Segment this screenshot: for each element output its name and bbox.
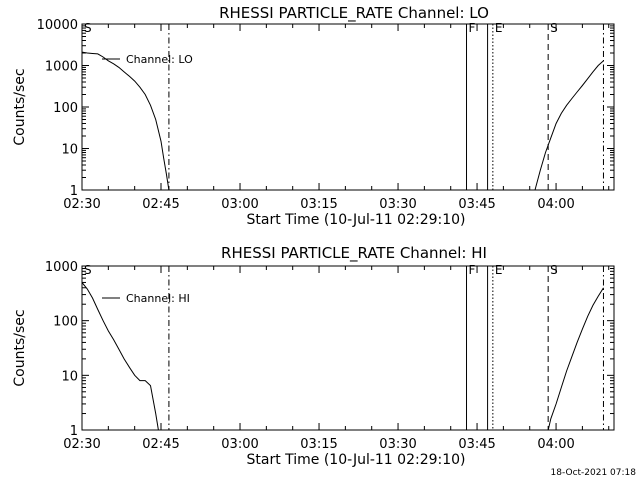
x-tick-label: 02:30 bbox=[63, 197, 100, 212]
y-axis-label: Counts/sec bbox=[12, 309, 28, 386]
footer-timestamp: 18-Oct-2021 07:18 bbox=[550, 468, 636, 478]
x-axis-label: Start Time (10-Jul-11 02:29:10) bbox=[246, 212, 465, 228]
chart-title: RHESSI PARTICLE_RATE Channel: HI bbox=[221, 244, 487, 263]
y-tick-label: 100 bbox=[53, 101, 78, 116]
plot-frame bbox=[81, 23, 615, 191]
series-line bbox=[547, 287, 604, 431]
x-tick-label: 03:45 bbox=[458, 437, 495, 452]
x-tick-label: 02:45 bbox=[142, 437, 179, 452]
plot-frame bbox=[81, 265, 615, 431]
x-axis-label: Start Time (10-Jul-11 02:29:10) bbox=[246, 452, 465, 468]
event-marker-label: S bbox=[84, 21, 92, 35]
x-tick-label: 03:45 bbox=[458, 197, 495, 212]
series-line bbox=[81, 51, 170, 191]
event-marker-label: E bbox=[495, 263, 503, 277]
event-marker-label: S bbox=[84, 263, 92, 277]
event-marker-label: S bbox=[550, 21, 558, 35]
x-tick-label: 02:30 bbox=[63, 437, 100, 452]
series-line bbox=[534, 60, 604, 191]
event-marker-label: E bbox=[495, 21, 503, 35]
x-tick-label: 04:00 bbox=[537, 197, 574, 212]
legend-label: Channel: HI bbox=[126, 292, 190, 305]
y-tick-label: 1 bbox=[70, 184, 78, 199]
y-tick-label: 100 bbox=[53, 315, 78, 330]
y-tick-label: 10 bbox=[61, 143, 78, 158]
x-tick-label: 03:00 bbox=[221, 437, 258, 452]
y-axis-label: Counts/sec bbox=[12, 68, 28, 145]
chart-panel-1: RHESSI PARTICLE_RATE Channel: LO 02:30 02:… bbox=[12, 4, 615, 228]
event-marker-label: S bbox=[550, 263, 558, 277]
x-tick-label: 03:15 bbox=[300, 197, 337, 212]
y-tick-label: 1000 bbox=[45, 60, 78, 75]
y-tick-label: 1000 bbox=[45, 260, 78, 275]
x-tick-label: 02:45 bbox=[142, 197, 179, 212]
x-tick-label: 04:00 bbox=[537, 437, 574, 452]
x-tick-label: 03:30 bbox=[379, 197, 416, 212]
y-tick-label: 1 bbox=[70, 424, 78, 439]
y-tick-label: 10 bbox=[61, 369, 78, 384]
y-tick-label: 10000 bbox=[37, 18, 78, 33]
event-marker-label: F bbox=[469, 263, 476, 277]
event-marker-label: F bbox=[469, 21, 476, 35]
series-line bbox=[81, 282, 159, 431]
chart-panel-2: RHESSI PARTICLE_RATE Channel: HI 02:30 02:… bbox=[12, 244, 615, 468]
legend-label: Channel: LO bbox=[126, 53, 193, 66]
x-tick-label: 03:15 bbox=[300, 437, 337, 452]
chart-title: RHESSI PARTICLE_RATE Channel: LO bbox=[219, 4, 489, 23]
x-tick-label: 03:30 bbox=[379, 437, 416, 452]
x-tick-label: 03:00 bbox=[221, 197, 258, 212]
